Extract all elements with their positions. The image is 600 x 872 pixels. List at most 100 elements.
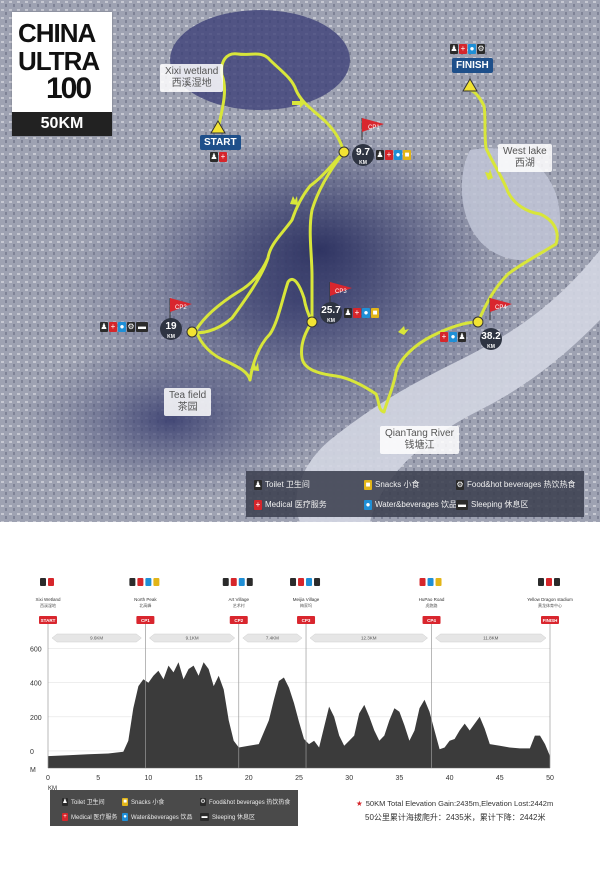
water-drop-icon: ●	[362, 308, 370, 318]
station-code-tag	[297, 616, 316, 624]
station-code-tag	[39, 616, 57, 624]
map-terrain: CP1 CP2 CP3 CP4	[0, 0, 600, 522]
medical-cross-icon	[48, 578, 54, 586]
toilet-icon	[290, 578, 297, 586]
snacks-icon: ■	[122, 797, 128, 806]
profile-legend-toilet-label: Toilet 卫生间	[71, 800, 105, 806]
y-tick-label: 600	[30, 647, 42, 654]
total-zh: 50公里累计海拔爬升：2435米，累计下降：2442米	[365, 813, 546, 822]
cp2-km-badge: 19 KM	[160, 318, 182, 340]
cp2-services: ♟ + ● ⚙ ▬	[100, 322, 148, 332]
station-code: FINISH	[543, 618, 558, 623]
x-tick-label: 25	[295, 775, 303, 782]
medical-cross-icon	[298, 578, 305, 586]
medical-cross-icon	[137, 578, 144, 586]
station-code-tag	[136, 616, 155, 624]
station-name-zh: 黄龙体育中心	[538, 602, 562, 608]
place-west-lake-zh: 西湖	[514, 158, 535, 169]
station-name-en: Xixi Wetland	[36, 597, 61, 602]
fork-knife-icon	[554, 578, 560, 586]
place-qiantang-zh: 钱塘江	[404, 440, 435, 451]
snacks-icon	[435, 578, 442, 586]
place-tea-field-en: Tea field	[169, 390, 207, 401]
segment-distance: 12.3KM	[361, 636, 377, 641]
logo-line3: 100	[46, 72, 92, 105]
total-en: 50KM Total Elevation Gain:2435m,Elevatio…	[365, 799, 554, 808]
medical-cross-icon: +	[219, 152, 227, 162]
fork-knife-icon: ⚙	[127, 322, 135, 332]
snacks-icon: ■	[371, 308, 379, 318]
segment-distance: 7.4KM	[266, 636, 279, 641]
fork-knife-icon: ⚙	[456, 479, 464, 490]
profile-legend-snacks: ■ Snacks 小食	[122, 797, 164, 806]
station-lines	[47, 624, 551, 768]
snacks-icon: ■	[403, 150, 411, 160]
station-code-tag	[422, 616, 441, 624]
segment-arrow	[148, 633, 236, 643]
x-tick-label: 0	[46, 775, 50, 782]
station-code: CP4	[427, 618, 436, 623]
cp2-km: 19	[165, 321, 177, 332]
place-west-lake: West lake 西湖	[498, 144, 552, 172]
water-drop-icon	[145, 578, 152, 586]
cp3-km-unit: KM	[327, 318, 335, 324]
toilet-icon: ♟	[100, 322, 108, 332]
route-arrows	[250, 98, 493, 371]
cp4-flag-label: CP4	[495, 305, 507, 311]
station-code: CP1	[141, 618, 150, 623]
station-name-zh: 梅家坞	[300, 602, 312, 608]
race-route	[190, 52, 559, 414]
elevation-totals: ★ 50KM Total Elevation Gain:2435m,Elevati…	[356, 799, 553, 823]
place-xixi-en: Xixi wetland	[165, 66, 219, 77]
station-name-zh: 西溪湿地	[40, 602, 56, 608]
legend-toilet: ♟ Toilet 卫生间	[254, 479, 310, 490]
station-code: CP2	[234, 618, 243, 623]
segment-layer: 9.6KM 9.1KM 7.4KM 12.3KM 11.8KM	[51, 633, 547, 643]
fork-knife-icon: ⚙	[477, 44, 485, 54]
fork-knife-icon	[314, 578, 321, 586]
star-icon: ★	[356, 799, 363, 808]
legend-medical-label: Medical 医疗服务	[265, 500, 327, 509]
cp4-km-unit: KM	[487, 344, 495, 350]
cp4-km-badge: 38.2 KM	[480, 328, 502, 350]
medical-cross-icon: +	[353, 308, 361, 318]
segment-arrow	[435, 633, 547, 643]
water-drop-icon: ●	[468, 44, 476, 54]
profile-legend-medical-label: Medical 医疗服务	[71, 815, 118, 821]
toilet-icon: ♟	[376, 150, 384, 160]
x-tick-label: 20	[245, 775, 253, 782]
snacks-icon: ■	[364, 479, 372, 490]
profile-legend-snacks-label: Snacks 小食	[131, 800, 165, 806]
cp3-services: ♟ + ● ■	[344, 308, 379, 318]
legend-sleeping-label: Sleeping 休息区	[471, 500, 529, 509]
place-xixi-wetland: Xixi wetland 西溪湿地	[160, 64, 224, 92]
route-map: CP1 CP2 CP3 CP4 CHINA ULTRA 100 50KM Xix…	[0, 0, 600, 522]
profile-legend-food: ⚙ Food&hot beverages 热饮热食	[200, 797, 290, 806]
water-drop-icon: ●	[118, 322, 126, 332]
legend-toilet-label: Toilet 卫生间	[265, 480, 310, 489]
station-name-zh: 虎跑路	[426, 602, 438, 608]
elevation-area	[48, 662, 550, 768]
y-tick-label: 200	[30, 715, 42, 722]
cp4-flag: CP4	[489, 298, 512, 320]
cp1-services: ♟ + ● ■	[376, 150, 411, 160]
profile-legend-sleeping-label: Sleeping 休息区	[212, 815, 256, 821]
water-drop-icon: ●	[449, 332, 457, 342]
profile-legend-sleeping: ▬ Sleeping 休息区	[200, 812, 255, 821]
toilet-icon: ♟	[62, 797, 68, 806]
finish-label: FINISH	[452, 58, 493, 73]
medical-cross-icon: +	[62, 812, 68, 821]
bed-icon: ▬	[456, 499, 468, 510]
water-drop-icon	[306, 578, 313, 586]
segment-distance: 11.8KM	[483, 636, 498, 641]
start-triangle	[210, 120, 226, 134]
west-lake-water	[461, 148, 560, 260]
station-name-zh: 北高峰	[139, 602, 151, 608]
race-distance: 50KM	[12, 112, 112, 136]
place-tea-field-zh: 茶园	[177, 402, 198, 413]
x-unit-label: KM	[48, 786, 57, 792]
place-xixi-zh: 西溪湿地	[171, 78, 212, 89]
x-tick-label: 5	[96, 775, 100, 782]
axis-layer: 600 400 200 0 M 0 5 10 15 20 25 30 35 40 45 50 KM	[30, 647, 554, 792]
